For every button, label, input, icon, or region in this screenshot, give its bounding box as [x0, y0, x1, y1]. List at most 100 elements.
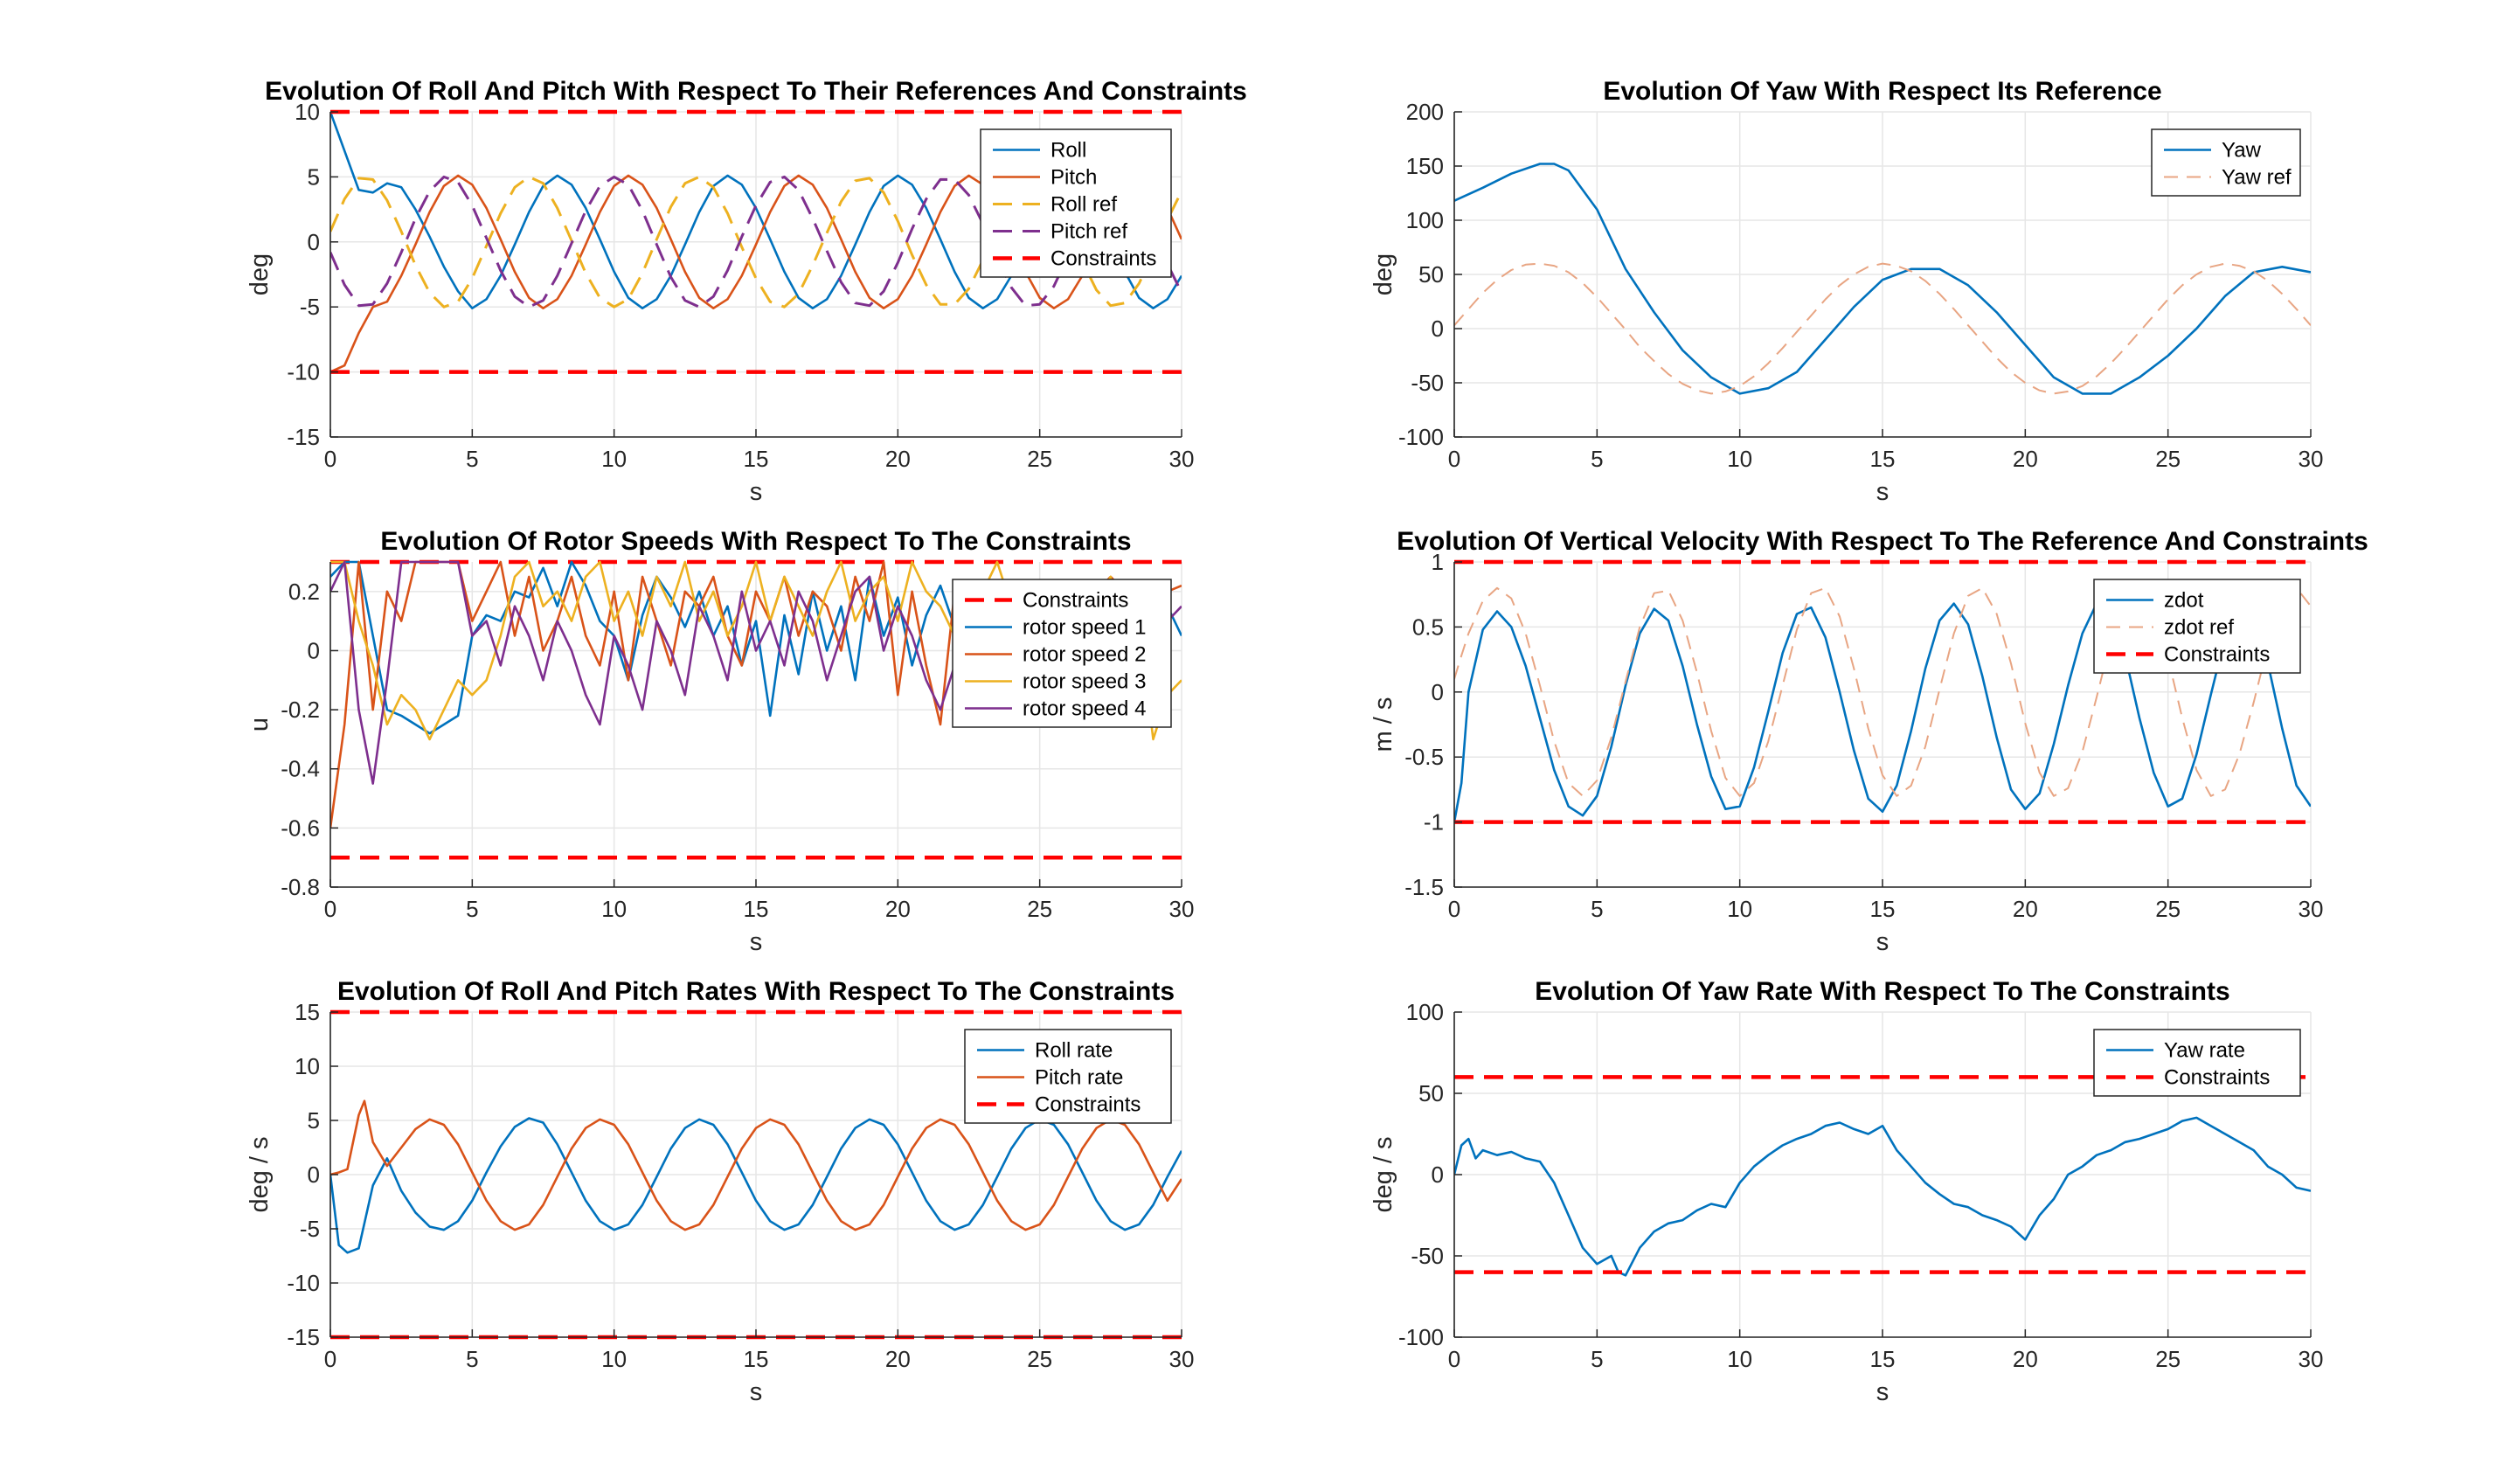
x-tick-label: 25 — [2155, 1346, 2181, 1372]
x-tick-label: 10 — [1727, 1346, 1752, 1372]
y-tick-label: 100 — [1406, 207, 1444, 233]
subplot-6: 0 5 10 15 20 25 30 -100 -50 0 50 100 Evolution Of Ya… — [1369, 977, 2323, 1406]
x-tick-label: 20 — [2013, 896, 2038, 922]
y-tick-label: 0.2 — [288, 579, 320, 605]
x-tick-label: 5 — [1591, 1346, 1603, 1372]
series-line-yaw — [1454, 163, 2311, 395]
legend-label: Roll rate — [1035, 1039, 1113, 1063]
x-tick-label: 10 — [601, 446, 627, 472]
y-tick-label: 200 — [1406, 99, 1444, 125]
legend-box — [980, 128, 1172, 278]
x-tick-label: 5 — [1591, 446, 1603, 472]
chart-title: Evolution Of Roll And Pitch Rates With R… — [337, 977, 1175, 1006]
y-tick-label: 0 — [308, 229, 320, 255]
y-tick-label: -1.5 — [1404, 874, 1444, 900]
series-line-pitch — [330, 174, 1182, 373]
series-line-yaw-rate — [1454, 1116, 2311, 1277]
y-axis-label: deg — [246, 253, 274, 295]
x-axis-label: s — [750, 478, 763, 506]
y-tick-label: -15 — [287, 1324, 320, 1350]
y-tick-label: 1 — [1432, 549, 1444, 575]
legend-label: rotor speed 2 — [1023, 643, 1146, 667]
x-tick-label: 15 — [1870, 896, 1896, 922]
x-tick-label: 0 — [324, 1346, 336, 1372]
chart-title: Evolution Of Vertical Velocity With Resp… — [1397, 527, 2368, 556]
y-tick-label: -15 — [287, 424, 320, 450]
legend-label: Yaw — [2222, 139, 2262, 163]
x-tick-label: 0 — [1448, 896, 1460, 922]
x-tick-label: 20 — [2013, 446, 2038, 472]
x-tick-label: 20 — [2013, 1346, 2038, 1372]
x-tick-label: 5 — [466, 446, 478, 472]
subplot-2: 0 5 10 15 20 25 30 -100 -50 0 50 100 150 200 Evolution… — [1369, 77, 2323, 506]
legend-label: rotor speed 3 — [1023, 670, 1146, 694]
legend: Yaw Yaw ref — [2151, 128, 2301, 197]
chart-title: Evolution Of Yaw With Respect Its Refere… — [1603, 77, 2161, 106]
x-tick-label: 10 — [1727, 446, 1752, 472]
legend-label: Pitch — [1050, 166, 1097, 190]
legend-label: Constraints — [2164, 1066, 2270, 1090]
x-tick-label: 10 — [601, 1346, 627, 1372]
legend-box — [2093, 1029, 2301, 1097]
x-tick-label: 25 — [2155, 896, 2181, 922]
legend-label: rotor speed 1 — [1023, 616, 1146, 640]
x-tick-label: 30 — [1169, 446, 1195, 472]
y-tick-label: 0 — [1432, 316, 1444, 342]
x-tick-label: 15 — [744, 446, 769, 472]
y-tick-label: 150 — [1406, 153, 1444, 179]
x-tick-label: 0 — [1448, 1346, 1460, 1372]
x-tick-label: 5 — [1591, 896, 1603, 922]
y-tick-label: 0.5 — [1412, 614, 1444, 640]
series-line-zdot — [1454, 602, 2311, 822]
y-tick-label: -0.8 — [281, 874, 320, 900]
legend: Yaw rate Constraints — [2093, 1029, 2301, 1097]
series-line-zdot-ref — [1454, 586, 2311, 797]
x-tick-label: 20 — [885, 896, 911, 922]
y-tick-label: -100 — [1398, 424, 1444, 450]
x-tick-label: 30 — [1169, 1346, 1195, 1372]
x-tick-label: 25 — [1027, 446, 1052, 472]
x-tick-label: 30 — [2299, 896, 2324, 922]
x-tick-label: 5 — [466, 1346, 478, 1372]
x-tick-label: 20 — [885, 446, 911, 472]
legend-label: zdot — [2164, 589, 2204, 613]
x-tick-label: 15 — [744, 1346, 769, 1372]
legend-label: zdot ref — [2164, 616, 2234, 640]
y-tick-label: -1 — [1424, 809, 1444, 836]
x-tick-label: 30 — [2299, 446, 2324, 472]
chart-title: Evolution Of Rotor Speeds With Respect T… — [380, 527, 1131, 556]
y-tick-label: 100 — [1406, 999, 1444, 1025]
x-tick-label: 5 — [466, 896, 478, 922]
y-axis-label: u — [246, 718, 274, 732]
x-tick-label: 25 — [1027, 896, 1052, 922]
y-tick-label: -0.6 — [281, 815, 320, 841]
x-tick-label: 15 — [1870, 1346, 1896, 1372]
x-tick-label: 10 — [601, 896, 627, 922]
y-tick-label: 5 — [308, 1107, 320, 1134]
legend-label: Pitch rate — [1035, 1066, 1123, 1090]
legend-box — [2151, 128, 2301, 197]
y-tick-label: 15 — [295, 999, 320, 1025]
series-line-pitch-ref — [330, 175, 1182, 309]
x-axis-label: s — [1876, 478, 1889, 506]
legend-label: Roll — [1050, 139, 1086, 163]
legend: Roll Pitch Roll ref Pitch ref Constraints — [980, 128, 1172, 278]
x-tick-label: 25 — [2155, 446, 2181, 472]
legend-box — [2093, 579, 2301, 674]
y-tick-label: -10 — [287, 359, 320, 385]
y-tick-label: -5 — [300, 294, 320, 320]
subplot-5: 0 5 10 15 20 25 30 -15 -10 -5 0 5 10 15 Evolution Of R… — [246, 977, 1194, 1406]
x-tick-label: 30 — [2299, 1346, 2324, 1372]
legend: zdot zdot ref Constraints — [2093, 579, 2301, 674]
x-tick-label: 0 — [1448, 446, 1460, 472]
legend-label: Constraints — [1023, 589, 1128, 613]
y-tick-label: 50 — [1418, 261, 1444, 288]
y-tick-label: 50 — [1418, 1080, 1444, 1106]
y-tick-label: -0.5 — [1404, 744, 1444, 770]
y-tick-label: -50 — [1411, 1243, 1444, 1269]
y-axis-label: m / s — [1369, 697, 1397, 752]
legend-label: Constraints — [1035, 1093, 1141, 1117]
legend-label: Constraints — [2164, 643, 2270, 667]
